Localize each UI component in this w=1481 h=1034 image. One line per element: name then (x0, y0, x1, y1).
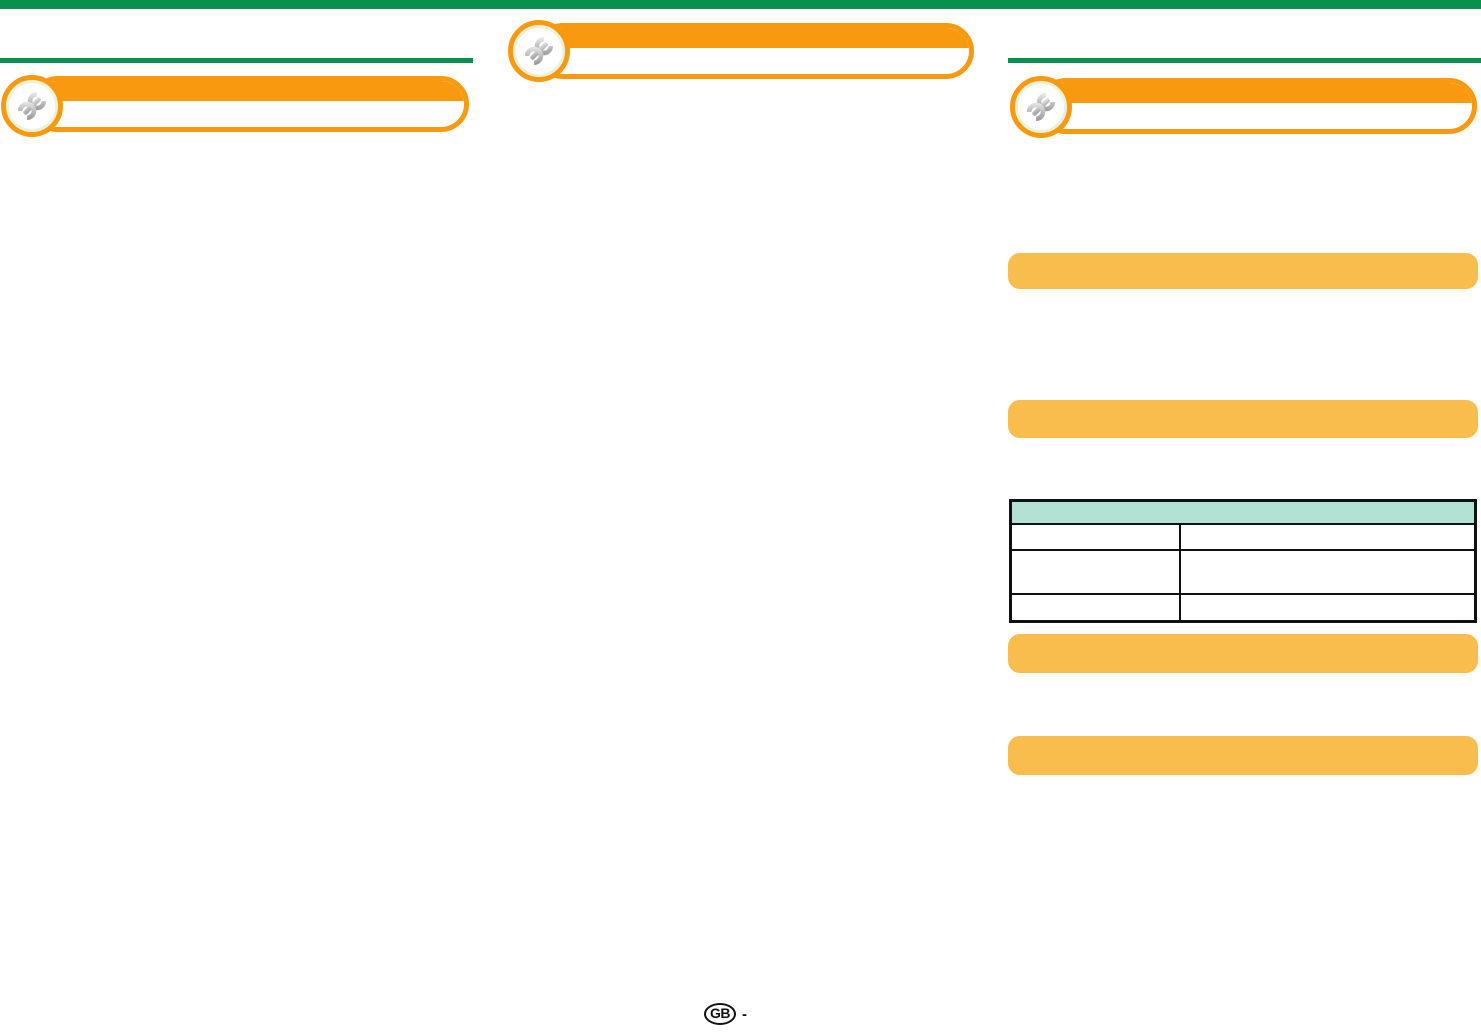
top-green-bar (0, 0, 1481, 9)
table-cell (1012, 525, 1181, 549)
left-column-rule (0, 58, 473, 63)
left-section-banner (30, 76, 469, 132)
right-column-rule (1008, 58, 1481, 63)
wrench-icon (1010, 76, 1072, 138)
table-row (1012, 525, 1474, 549)
table-cell (1012, 551, 1181, 593)
subheader-bar (1008, 634, 1478, 673)
wrench-icon-graphic (524, 36, 554, 66)
table-cell (1012, 595, 1181, 620)
footer-separator: - (742, 1005, 747, 1023)
subheader-bar (1008, 253, 1478, 289)
page-footer: GB - (704, 1003, 747, 1025)
table-cell (1181, 595, 1474, 620)
subheader-bar (1008, 400, 1478, 438)
table-cell (1181, 525, 1474, 549)
table-header-row (1012, 502, 1474, 525)
wrench-icon-graphic (17, 91, 47, 121)
right-section-banner (1038, 78, 1477, 134)
wrench-icon (508, 20, 570, 82)
wrench-icon-graphic (1026, 92, 1056, 122)
table-cell (1181, 551, 1474, 593)
table-row (1012, 593, 1474, 620)
middle-section-banner (535, 23, 974, 79)
wrench-icon (1, 75, 63, 137)
subheader-bar (1008, 736, 1478, 775)
country-code-badge: GB (704, 1003, 736, 1025)
table-row (1012, 549, 1474, 593)
spec-table (1009, 499, 1477, 623)
